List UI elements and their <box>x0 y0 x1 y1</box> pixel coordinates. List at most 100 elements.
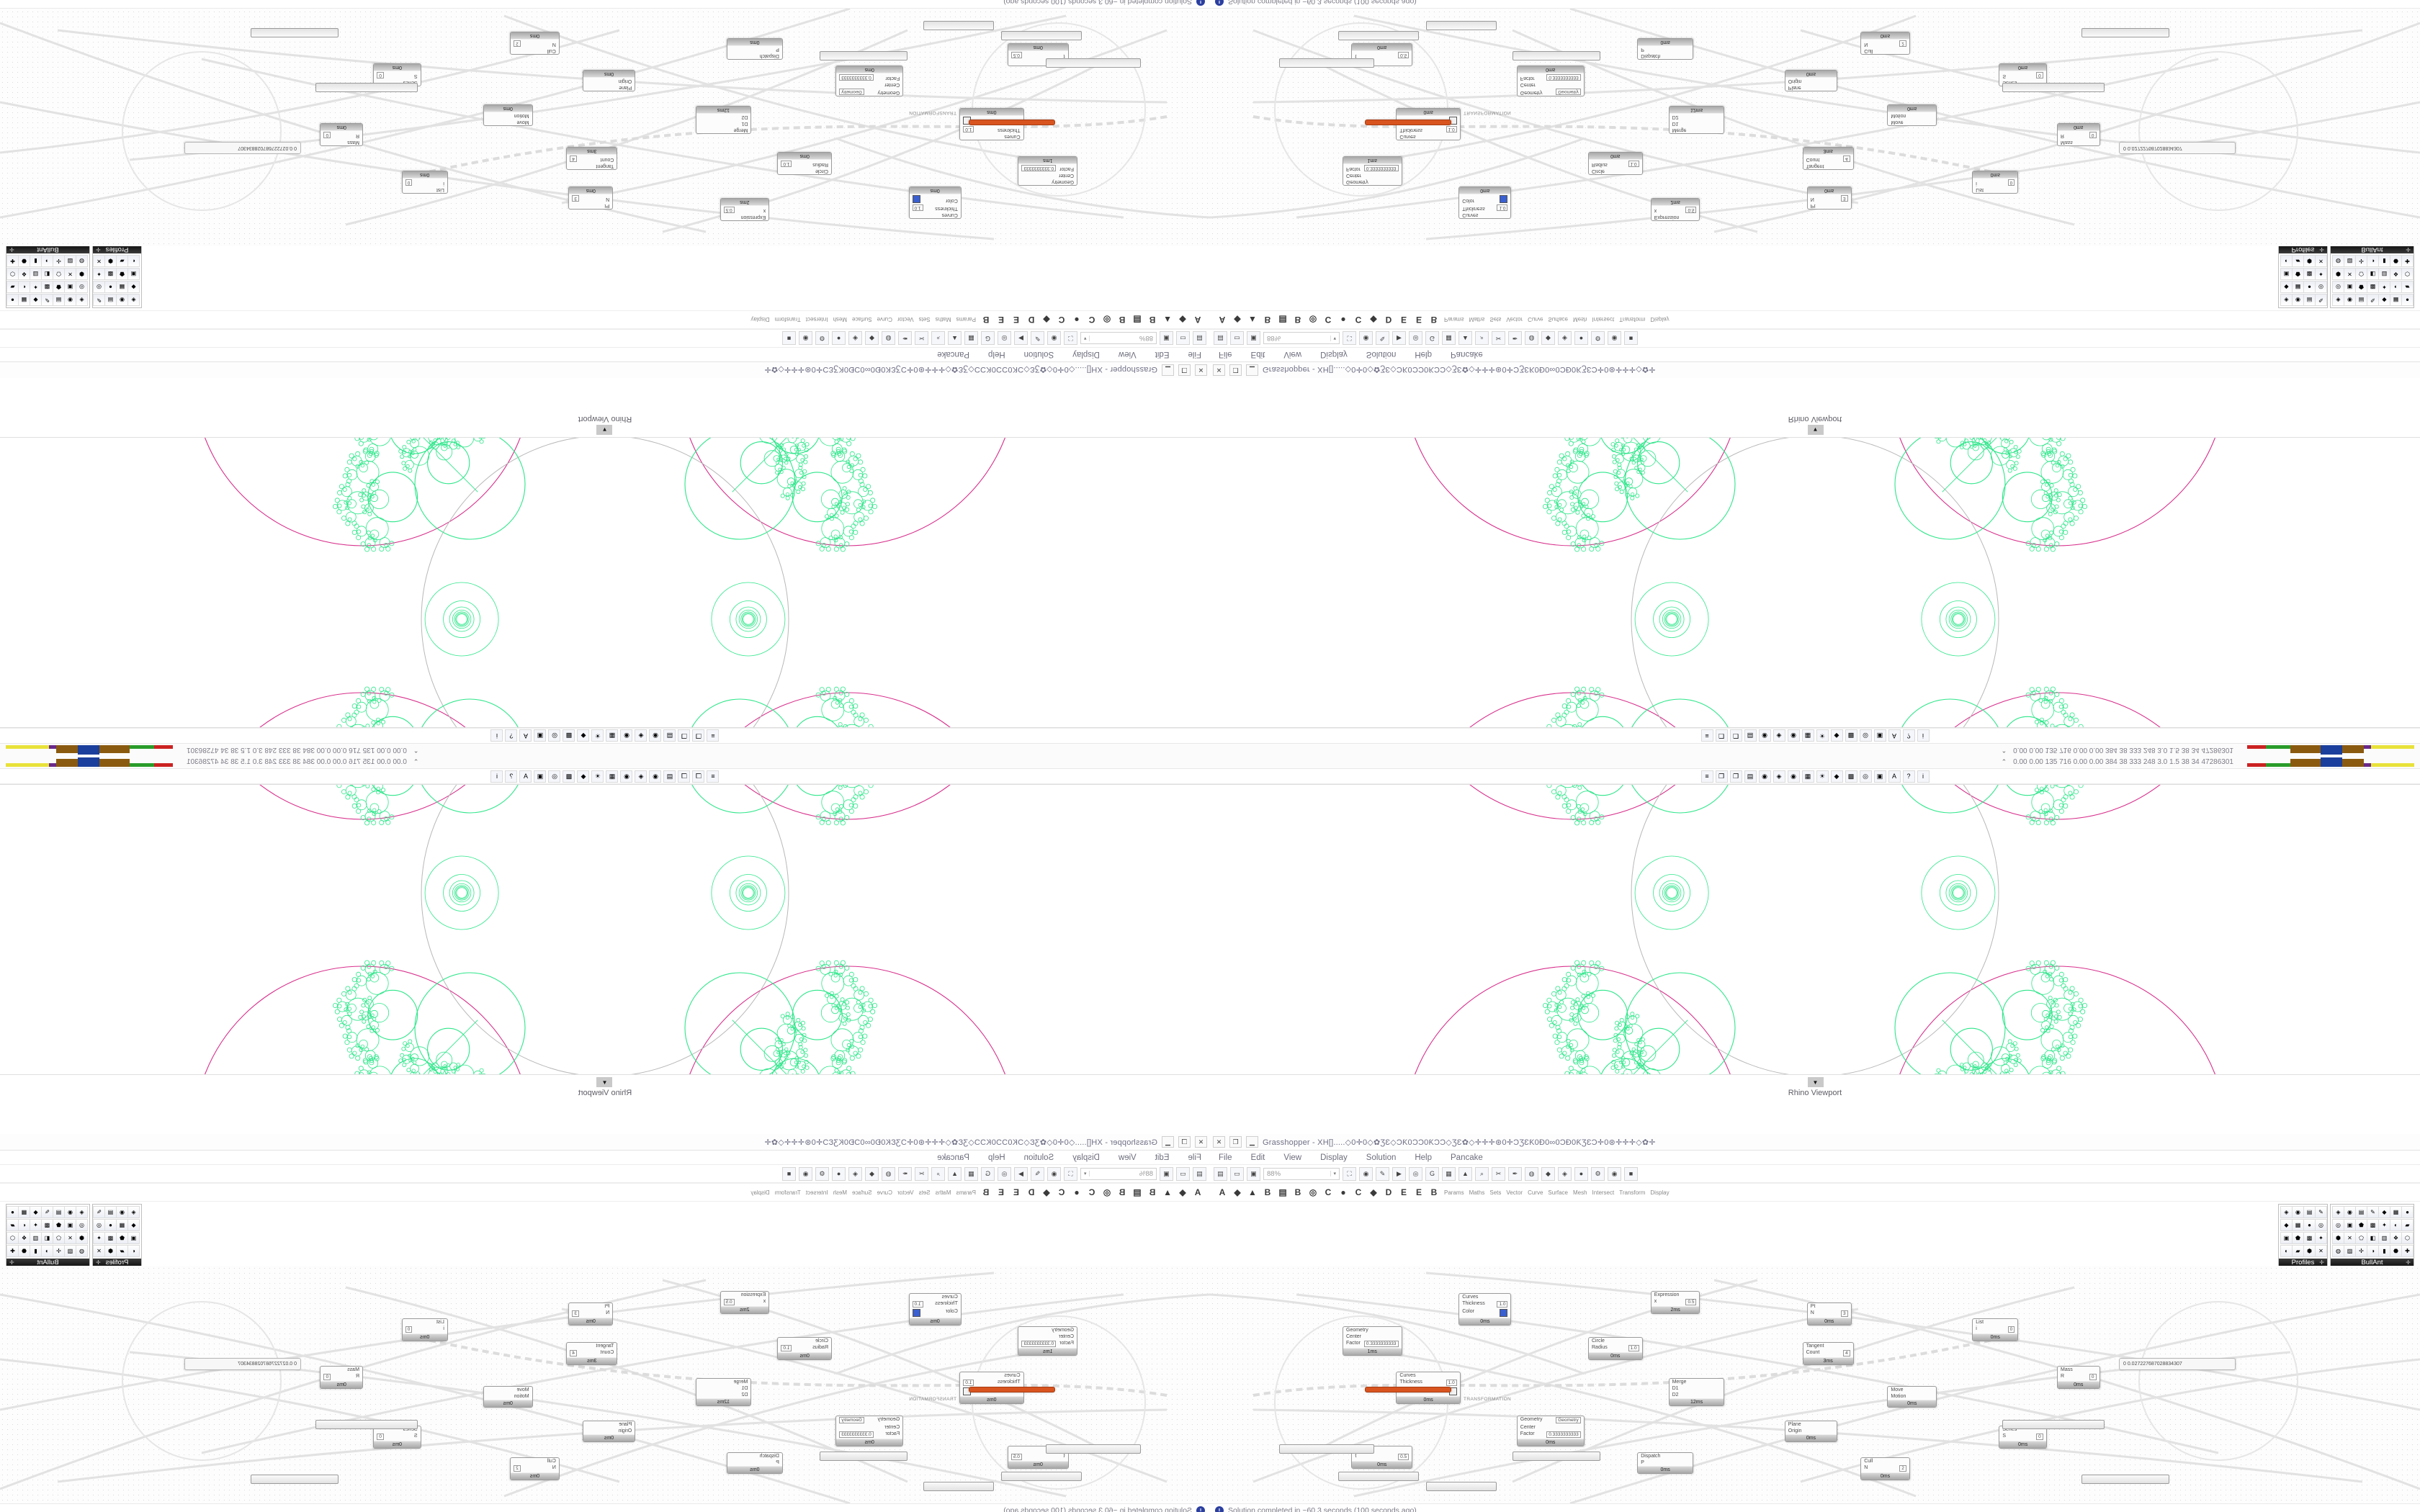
record-icon[interactable]: ◉ <box>649 770 662 783</box>
palette-icon[interactable]: ▮ <box>30 1245 42 1257</box>
gh-component-row[interactable]: Curves <box>910 212 961 218</box>
render-icon[interactable]: ◆ <box>1830 770 1843 783</box>
gh-param-value[interactable]: 4 <box>1842 1350 1850 1357</box>
palette-icon[interactable]: ⬡ <box>6 1232 19 1244</box>
palette-group-profiles[interactable]: ◈ ◉ ▤ ✎ ◆ ▦ ● ◎ ▣ ⬟ ▩ ✦ ◐ ▰ ⬢ ✕ Profiles ✛ <box>92 246 142 308</box>
gh-component-row[interactable]: Plane <box>583 84 635 91</box>
menu-item-file[interactable]: File <box>1188 1153 1201 1162</box>
menu-item-display[interactable]: Display <box>1320 350 1348 359</box>
palette-icon[interactable]: ● <box>2401 294 2414 306</box>
gh-component-row[interactable]: Expression <box>721 214 769 220</box>
component-tab-glyph[interactable]: C <box>1088 315 1095 325</box>
gh-component-row[interactable]: List <box>403 186 447 193</box>
palette-icon[interactable]: ⬟ <box>2355 281 2367 293</box>
palette-icon[interactable]: ● <box>6 294 19 306</box>
palette-icon[interactable]: ▣ <box>127 1232 140 1244</box>
chevron-up-icon[interactable]: ⌃ <box>2001 758 2007 765</box>
chevron-down-icon[interactable]: ▾ <box>1084 336 1090 341</box>
component-tab-glyph[interactable]: E <box>1415 315 1422 325</box>
gh-component-row[interactable]: Geometry Geometry <box>836 1416 902 1424</box>
component-tab-glyph[interactable]: D <box>1385 1187 1392 1197</box>
component-tab-vector[interactable]: Vector <box>1506 316 1523 323</box>
gh-component[interactable]: Dispatch P 0ms <box>1637 37 1694 60</box>
gh-component-row[interactable]: Thickness 1.0 <box>910 1300 961 1308</box>
close-icon[interactable]: ✕ <box>1213 1136 1225 1148</box>
gh-param-value[interactable]: 3 <box>572 194 580 202</box>
grasshopper-toolbar[interactable]: ▤ ▭ ▣ 88% ▾ ⛶ ◉ ✎ ▶ ◎ G ▦ ▲ ⌕ ✂ ✒ ◍ ◆ ◈ ● ⚙ ◉ ■ <box>1210 329 2420 347</box>
palette-icon[interactable]: ● <box>6 1206 19 1218</box>
sketch-icon[interactable]: ✂ <box>1492 1166 1505 1181</box>
gh-component[interactable]: Move Motion 0ms <box>483 104 533 126</box>
profiler-icon[interactable]: ▶ <box>1014 331 1028 346</box>
minimize-icon[interactable]: ▁ <box>1246 1136 1258 1148</box>
bullant-icon[interactable]: ◆ <box>1541 331 1555 346</box>
rhino-viewport[interactable]: ▼ Rhino Viewport <box>0 784 1210 1105</box>
gh-param-value[interactable]: 0.5 <box>1010 1453 1022 1460</box>
palette-icon[interactable]: ✦ <box>30 281 42 293</box>
gh-param-value[interactable]: 2 <box>1899 1465 1906 1472</box>
component-tab-params[interactable]: Params <box>956 316 976 323</box>
text-icon[interactable]: A <box>1888 770 1901 783</box>
component-tab-glyph[interactable]: ◆ <box>1370 1187 1377 1197</box>
palette-tab-bullant[interactable]: BullAnt ✛ <box>2331 246 2414 253</box>
chrome-icon[interactable]: ◉ <box>1787 770 1800 783</box>
info-icon[interactable]: i <box>490 729 503 742</box>
component-tab-glyph[interactable]: ● <box>1340 315 1346 325</box>
component-tab-surface[interactable]: Surface <box>1548 316 1568 323</box>
paint-icon[interactable]: ✎ <box>1031 1166 1044 1181</box>
gh-component-row[interactable]: Curves <box>910 1294 961 1300</box>
palette-icon[interactable]: ● <box>104 281 117 293</box>
palette-icon[interactable]: ▤ <box>104 294 117 306</box>
gh-component-row[interactable]: Merge <box>696 1379 751 1385</box>
gh-component-row[interactable]: D2 <box>1670 114 1724 120</box>
palette-icon[interactable]: ◍ <box>76 255 88 267</box>
gh-component-row[interactable]: Thickness 1.0 <box>910 204 961 212</box>
paint-icon[interactable]: ✎ <box>1376 1166 1389 1181</box>
gem-icon[interactable]: ◈ <box>848 331 862 346</box>
record-icon[interactable]: ◉ <box>649 729 662 742</box>
palette-icon[interactable]: ◉ <box>64 1206 76 1218</box>
sphere-icon[interactable]: ● <box>1574 1166 1588 1181</box>
component-tab-curve[interactable]: Curve <box>877 316 892 323</box>
grasshopper-canvas[interactable]: Curves Thickness 1.0 Color 0ms Expression x 0.5… <box>1210 9 2420 246</box>
gh-component-row[interactable]: Circle <box>1589 1338 1642 1344</box>
gh-component[interactable]: Mass R 0 0ms <box>2057 122 2100 146</box>
gh-param-value[interactable]: 2 <box>1899 40 1906 47</box>
palette-icon[interactable]: ✢ <box>2355 1245 2367 1257</box>
menu-item-solution[interactable]: Solution <box>1366 1153 1397 1162</box>
rhino-viewport[interactable]: ▼ Rhino Viewport <box>0 407 1210 728</box>
gh-component-row[interactable]: Merge <box>1670 1379 1724 1385</box>
text-icon[interactable]: A <box>1888 729 1901 742</box>
gh-component-row[interactable]: Thickness 1.0 <box>960 125 1023 133</box>
component-tab-intersect[interactable]: Intersect <box>1592 316 1615 323</box>
gh-component[interactable]: Merge D1 D2 12ms <box>695 106 752 134</box>
rhino-icon-toolbar[interactable]: ≡ ❐ ❐ ▤ ◉ ◈ ◉ ▦ ☀ ◆ ▩ ◎ ▣ A? i <box>0 728 1210 743</box>
gh-param-value[interactable]: 1.0 <box>963 1379 974 1386</box>
palette-icon[interactable]: ⬢ <box>76 1232 88 1244</box>
gh-component-row[interactable]: P <box>727 1459 782 1466</box>
palette-icon[interactable]: ● <box>2303 281 2316 293</box>
grasshopper-menubar[interactable]: File Edit View Display Solution Help Pancake <box>1210 347 2420 361</box>
gh-number-slider[interactable] <box>1426 1482 1497 1491</box>
gh-param-value[interactable]: 0.3333333333 <box>839 1431 874 1438</box>
gh-param-value[interactable]: 1.0 <box>1446 1379 1457 1386</box>
palette-icon[interactable]: ▣ <box>2344 1219 2356 1231</box>
viewport-tab[interactable]: ▼ Rhino Viewport <box>568 1075 642 1097</box>
profiler-icon[interactable]: ▶ <box>1014 1166 1028 1181</box>
gh-component[interactable]: List i 0 0ms <box>1972 1318 2019 1342</box>
component-tab-curve[interactable]: Curve <box>1528 1189 1543 1196</box>
sphere-icon[interactable]: ● <box>832 331 846 346</box>
close-icon[interactable]: ✕ <box>1195 364 1207 376</box>
palette-icon[interactable]: ◉ <box>116 294 128 306</box>
gh-number-slider[interactable] <box>820 1452 908 1461</box>
gh-param-value[interactable]: 3 <box>572 1310 580 1318</box>
gh-component[interactable]: List i 0 0ms <box>401 170 448 194</box>
component-tab-mesh[interactable]: Mesh <box>833 1189 848 1196</box>
dim-icon[interactable]: ▣ <box>534 729 547 742</box>
component-tab-glyph[interactable]: C <box>1058 315 1065 325</box>
palette-icon[interactable]: ◎ <box>76 1219 88 1231</box>
gh-component-row[interactable]: Radius 1.0 <box>1589 1344 1642 1352</box>
pancake-icon[interactable]: ◉ <box>799 331 812 346</box>
gh-component-row[interactable]: Geometry <box>1019 179 1077 185</box>
